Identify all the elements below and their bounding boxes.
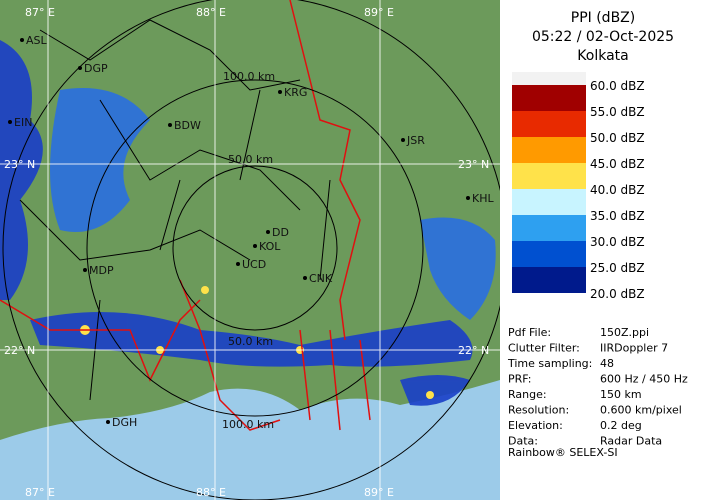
range-label: 50.0 km [228,153,273,166]
footer: Rainbow® SELEX-SI [508,446,618,459]
legend-band [512,163,586,189]
info-value: 150 km [600,388,642,401]
map: 87° E 88° E 89° E 87° E 88° E 89° E 23° … [0,0,500,500]
legend-band [512,85,586,111]
info-value: 150Z.ppi [600,326,649,339]
legend-band [512,267,586,293]
legend-label: 50.0 dBZ [590,131,645,145]
legend-label: 30.0 dBZ [590,235,645,249]
place-dot [83,268,87,272]
info-value: 0.600 km/pixel [600,404,682,417]
place-dot [303,276,307,280]
legend-label: 25.0 dBZ [590,261,645,275]
legend: 60.0 dBZ 55.0 dBZ 50.0 dBZ 45.0 dBZ 40.0 dBZ… [512,72,645,301]
legend-label: 35.0 dBZ [590,209,645,223]
place-label: UCD [242,258,266,271]
legend-label: 55.0 dBZ [590,105,645,119]
info-label: Data: [508,435,538,448]
lon-label: 88° E [196,486,226,499]
lat-label: 22° N [458,344,489,357]
place-label: KOL [259,240,281,253]
place-label: KHL [472,192,494,205]
place-dot [78,66,82,70]
place-label: JSR [406,134,425,147]
place-dot [168,123,172,127]
legend-label: 40.0 dBZ [590,183,645,197]
lon-label: 89° E [364,6,394,19]
lat-label: 23° N [458,158,489,171]
panel: PPI (dBZ) 05:22 / 02-Oct-2025 Kolkata [532,10,674,64]
info-label: PRF: [508,373,531,386]
info-value: IIRDoppler 7 [600,342,668,355]
place-dot [8,120,12,124]
info-value: 48 [600,357,614,370]
place-label: DGP [84,62,108,75]
info-value: Radar Data [600,435,662,448]
place-label: KRG [284,86,307,99]
info-label: Range: [508,388,547,401]
legend-band [512,111,586,137]
lon-label: 87° E [25,6,55,19]
time: 05:22 / 02-Oct-2025 [532,29,674,45]
info-label: Elevation: [508,419,563,432]
legend-band [512,241,586,267]
place-label: EIN [14,116,32,129]
place-dot [466,196,470,200]
product: PPI (dBZ) [571,10,635,26]
place-dot [253,244,257,248]
legend-band [512,215,586,241]
range-rings [2,0,500,500]
range-label: 100.0 km [222,418,274,431]
range-label: 100.0 km [223,70,275,83]
place-label: BDW [174,119,201,132]
place-dot [266,230,270,234]
echoes [0,40,496,406]
legend-label: 20.0 dBZ [590,287,645,301]
place-label: DGH [112,416,137,429]
place-label: MDP [89,264,114,277]
place-dot [106,420,110,424]
place-dot [236,262,240,266]
borders [0,0,371,431]
place-label: DD [272,226,289,239]
place-dot [20,38,24,42]
place-label: CNK [309,272,333,285]
place-label: ASL [26,34,48,47]
graticule [0,0,500,500]
info-value: 600 Hz / 450 Hz [600,373,688,386]
legend-band [512,72,586,85]
legend-band [512,137,586,163]
legend-band [512,189,586,215]
place-dot [401,138,405,142]
lat-label: 23° N [4,158,35,171]
info-label: Pdf File: [508,326,551,339]
info-label: Time sampling: [507,357,592,370]
legend-label: 60.0 dBZ [590,79,645,93]
info-value: 0.2 deg [600,419,642,432]
site: Kolkata [577,48,628,64]
info: Pdf File: 150Z.ppi Clutter Filter: IIRDoppl… [507,326,688,448]
place-dot [278,90,282,94]
lat-label: 22° N [4,344,35,357]
lon-label: 87° E [25,486,55,499]
legend-label: 45.0 dBZ [590,157,645,171]
lon-label: 88° E [196,6,226,19]
range-label: 50.0 km [228,335,273,348]
info-label: Clutter Filter: [508,342,580,355]
lon-label: 89° E [364,486,394,499]
info-label: Resolution: [508,404,569,417]
